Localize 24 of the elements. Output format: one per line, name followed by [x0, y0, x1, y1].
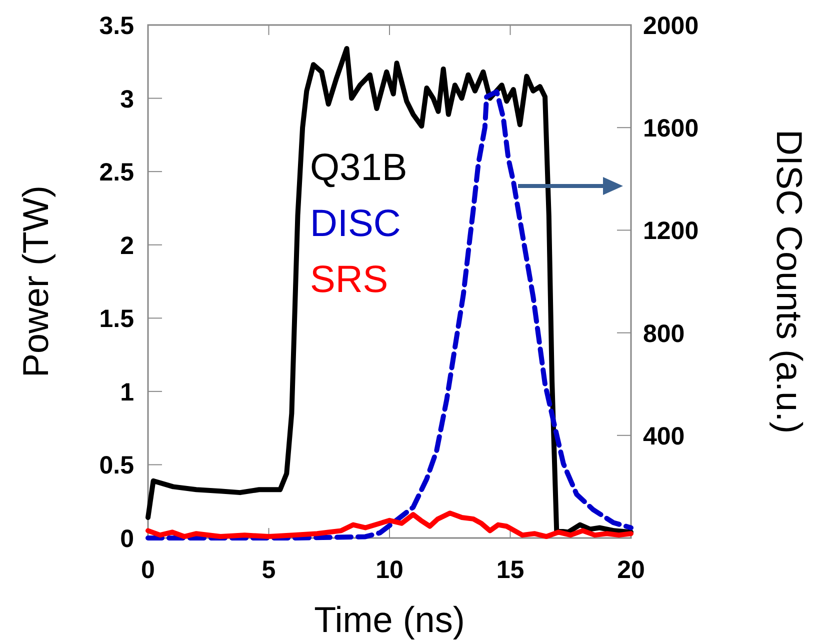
y2-tick-label: 400 [643, 422, 685, 450]
y-tick-label: 2.5 [99, 158, 134, 187]
y2-tick-label: 2000 [643, 12, 699, 40]
series-label: Q31B [310, 147, 408, 189]
x-tick-label: 15 [496, 556, 524, 584]
y-axis-title: Power (TW) [15, 186, 56, 378]
x-tick-label: 5 [262, 556, 276, 584]
y2-tick-label: 1200 [643, 217, 699, 246]
y-tick-label: 2 [120, 232, 134, 260]
y-tick-label: 3 [120, 85, 134, 114]
y2-axis-title: DISC Counts (a.u.) [769, 129, 810, 434]
y2-tick-label: 1600 [643, 114, 699, 143]
y-tick-label: 3.5 [99, 12, 134, 40]
x-tick-label: 0 [141, 556, 155, 584]
y-tick-label: 0.5 [99, 452, 134, 480]
y-tick-label: 1 [120, 378, 134, 406]
y-tick-label: 0 [120, 525, 134, 553]
series-label: DISC [310, 203, 401, 245]
text: SRS [310, 259, 388, 301]
x-tick-label: 20 [617, 556, 645, 584]
y2-tick-label: 800 [643, 320, 685, 348]
x-axis-title: Time (ns) [314, 599, 465, 640]
y-tick-label: 1.5 [99, 305, 134, 334]
x-tick-label: 10 [376, 556, 404, 584]
